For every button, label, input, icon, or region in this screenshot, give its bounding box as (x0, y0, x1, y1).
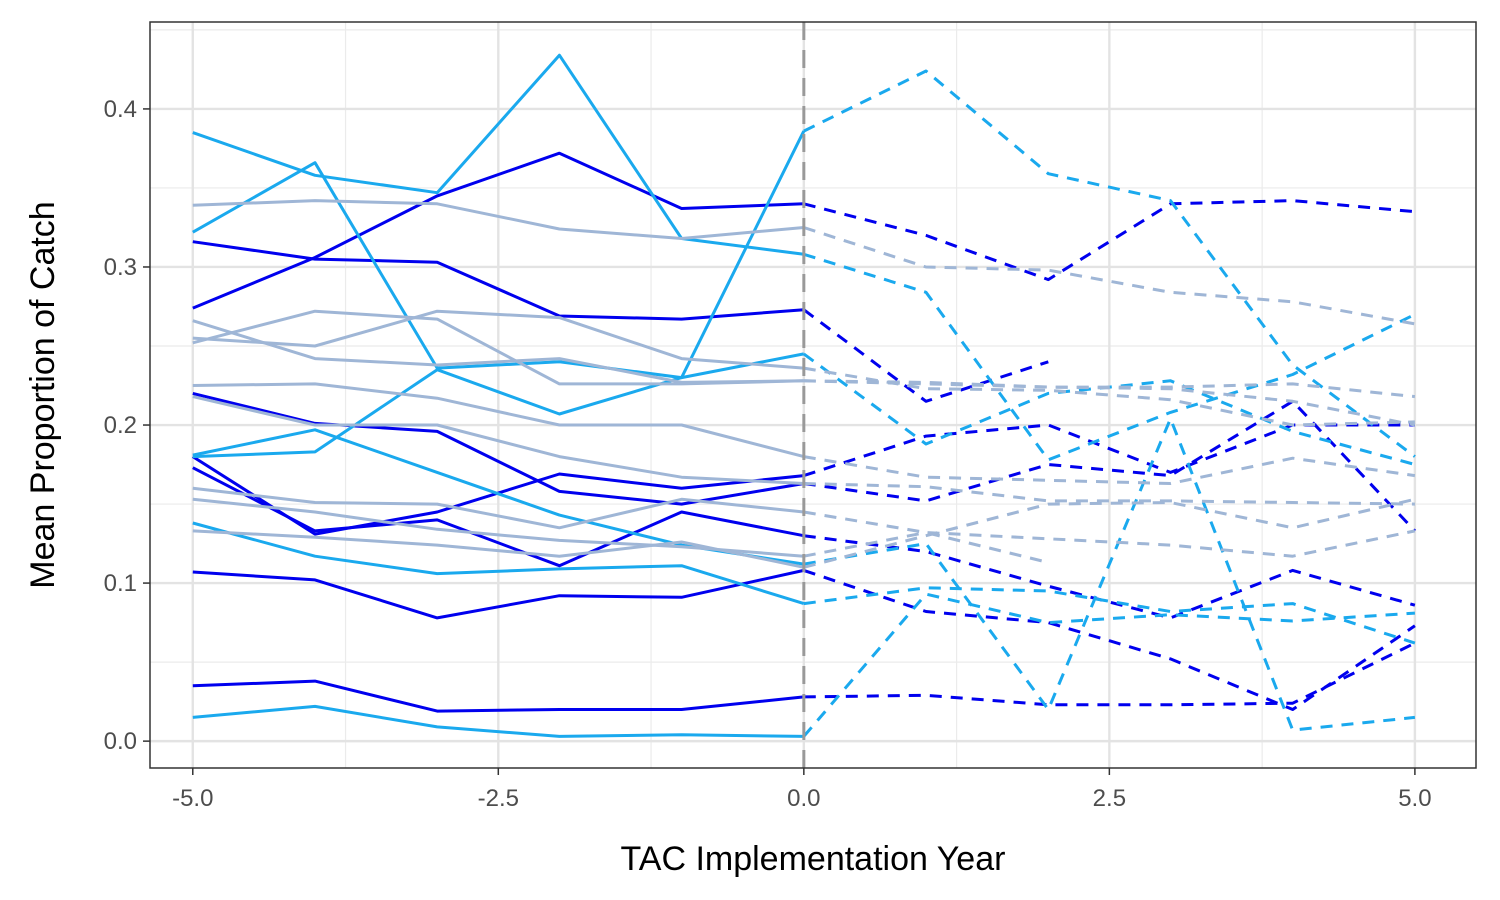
series-line-pre (192, 130, 806, 459)
series-line-post (802, 592, 1415, 738)
series-line-post (803, 366, 1415, 427)
series-line-post (803, 417, 1416, 732)
series-line-pre (192, 240, 804, 321)
series-line-post (803, 379, 1416, 427)
series-line-post (803, 455, 1416, 485)
series-line-post (803, 482, 1415, 506)
series-line-post (803, 226, 1416, 326)
y-axis-title: Mean Proportion of Catch (24, 201, 62, 588)
series-line-post (803, 641, 1416, 707)
y-tick-label: 0.2 (104, 412, 137, 439)
series-line-post (803, 252, 1416, 462)
y-axis: 0.0 0.1 0.2 0.3 0.4 (104, 96, 150, 755)
series-line-pre (192, 309, 804, 370)
x-tick-label: 2.5 (1093, 785, 1126, 812)
plot-border (149, 21, 1477, 769)
series-line-post (803, 529, 1416, 558)
y-tick-label: 0.3 (104, 254, 137, 281)
series-line-pre (192, 161, 805, 380)
series-line-pre (192, 466, 805, 568)
series-layer (191, 53, 1416, 738)
series-line-pre (192, 568, 805, 620)
series-line-pre (192, 309, 804, 386)
series-line-post (803, 568, 1416, 711)
y-tick-label: 0.4 (104, 96, 137, 123)
series-line-pre (192, 521, 805, 606)
series-line-pre (192, 497, 804, 558)
series-line-pre (192, 53, 804, 256)
series-line-post (803, 534, 1416, 620)
plot-background (150, 22, 1476, 768)
x-tick-label: 5.0 (1398, 785, 1431, 812)
series-line-pre (192, 529, 805, 569)
x-tick-label: 0.0 (787, 785, 820, 812)
series-line-post (802, 308, 1049, 403)
series-line-post (803, 497, 1416, 569)
y-tick-label: 0.0 (104, 728, 137, 755)
y-tick-label: 0.1 (104, 570, 137, 597)
series-line-post (803, 399, 1416, 532)
x-tick-label: -2.5 (478, 785, 519, 812)
series-line-pre (192, 486, 804, 530)
x-axis: -5.0 -2.5 0.0 2.5 5.0 (172, 768, 1432, 812)
x-tick-label: -5.0 (172, 785, 213, 812)
series-line-pre (192, 199, 804, 240)
x-axis-title: TAC Implementation Year (621, 840, 1006, 878)
series-line-post (803, 199, 1416, 282)
series-line-pre (192, 704, 804, 738)
series-line-pre (192, 151, 804, 310)
series-line-pre (192, 382, 805, 459)
series-line-pre (192, 395, 804, 485)
series-line-post (803, 69, 1416, 458)
series-line-post (803, 586, 1416, 645)
series-line-pre (192, 679, 804, 713)
